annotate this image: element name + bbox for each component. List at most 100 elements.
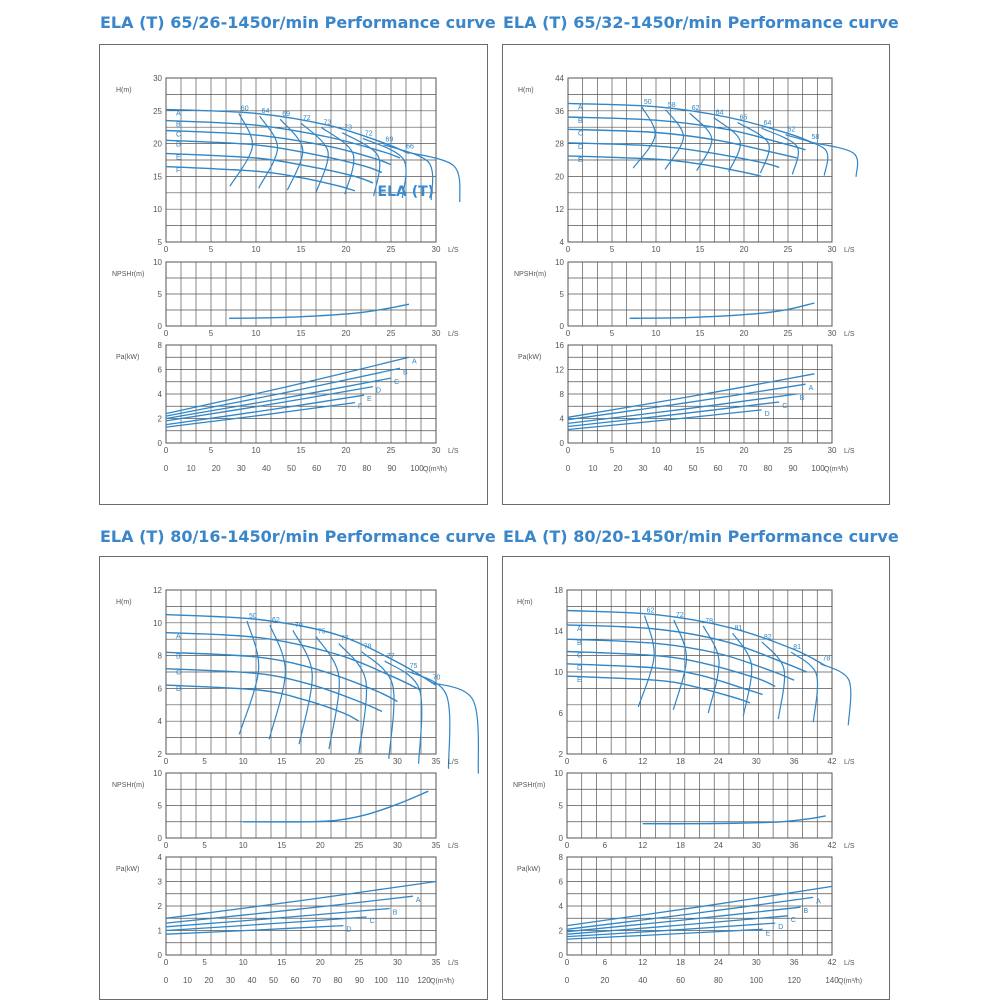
panel-1-pa-q-xtick-label: 90 bbox=[387, 464, 396, 473]
panel-3-pa-ytick-label: 0 bbox=[158, 951, 163, 960]
panel-2-pa-xtick-label: 20 bbox=[740, 446, 749, 455]
panel-4-h-curve-E bbox=[566, 675, 751, 704]
panel-2-pa-xtick-label: 5 bbox=[610, 446, 615, 455]
panel-4-h-ytick-label: 2 bbox=[559, 750, 564, 759]
panel-3-efficiency-curve bbox=[238, 620, 260, 735]
panel-1-h-ytick-label: 15 bbox=[153, 172, 162, 181]
panel-3-h-xtick-label: 20 bbox=[316, 757, 325, 766]
panel-3-efficiency-label: 77 bbox=[387, 653, 395, 660]
panel-1-h-curve-B bbox=[165, 119, 401, 159]
panel-2-pa-xtick-label: 0 bbox=[566, 446, 571, 455]
panel-2-pa-xtick-label: 25 bbox=[784, 446, 793, 455]
panel-1-efficiency-label: 69 bbox=[282, 111, 290, 118]
panel-2-efficiency-curve bbox=[785, 134, 829, 176]
panel-2-npsh-ytick-label: 0 bbox=[560, 322, 565, 331]
panel-3-h-xtick-label: 10 bbox=[239, 757, 248, 766]
panel-1-power-curve-label: C bbox=[394, 379, 399, 386]
panel-3-pa-ytick-label: 3 bbox=[158, 878, 163, 887]
panel-2-pa-q-xtick-label: 0 bbox=[566, 464, 571, 473]
panel-1-h-curve-label: D bbox=[176, 141, 181, 148]
panel-3-h-curve-max bbox=[165, 613, 437, 686]
panel-2-h-xtick-label: 25 bbox=[784, 245, 793, 254]
panel-2-h-xtick-label: 15 bbox=[696, 245, 705, 254]
panel-3-h-ytick-label: 10 bbox=[153, 619, 162, 628]
panel-frame-1 bbox=[99, 44, 488, 505]
panel-3-pa-q-xtick-label: 60 bbox=[291, 976, 300, 985]
panel-3-npsh-ylabel: NPSHr(m) bbox=[112, 782, 144, 789]
panel-4-power-curve-label: D bbox=[778, 924, 783, 931]
panel-3-npsh-ytick-label: 5 bbox=[158, 802, 163, 811]
panel-1-efficiency-curve bbox=[258, 115, 279, 189]
panel-4-pa-xtick-label: 6 bbox=[603, 958, 608, 967]
panel-3-h-xtick-label: 30 bbox=[393, 757, 402, 766]
panel-3-efficiency-label: 77 bbox=[341, 635, 349, 642]
panel-1-pa-xtick-label: 25 bbox=[387, 446, 396, 455]
panel-2-h-curve-D bbox=[567, 142, 780, 169]
panel-3-power-curve-label: A bbox=[416, 897, 421, 904]
panel-2-h-curve-label: E bbox=[578, 157, 583, 164]
panel-2-pa-q-xtick-label: 50 bbox=[689, 464, 698, 473]
panel-4-efficiency-curve bbox=[702, 625, 720, 714]
panel-3-npsh-xtick-label: 20 bbox=[316, 841, 325, 850]
panel-3-pa-xtick-label: 25 bbox=[354, 958, 363, 967]
panel-2-pa-ytick-label: 0 bbox=[560, 439, 565, 448]
panel-1-npsh-xtick-label: 20 bbox=[342, 329, 351, 338]
panel-2-pa-xtick-label: 15 bbox=[696, 446, 705, 455]
panel-1-h-ytick-label: 30 bbox=[153, 74, 162, 83]
panel-4-pa-xtick-label: 36 bbox=[790, 958, 799, 967]
panel-2-npsh-xtick-label: 10 bbox=[652, 329, 661, 338]
panel-1-npsh-ylabel: NPSHr(m) bbox=[112, 271, 144, 278]
panel-1-h-curve-label: B bbox=[176, 122, 181, 129]
panel-4-h-curve-label: A bbox=[577, 626, 582, 633]
panel-4-pa-q-xtick-label: 100 bbox=[750, 976, 764, 985]
panel-3-power-curve-label: D bbox=[346, 927, 351, 934]
panel-3-h-ylabel: H(m) bbox=[116, 599, 132, 606]
panel-3-pa-ytick-label: 4 bbox=[158, 853, 163, 862]
panel-2-h-xunit: L/S bbox=[844, 247, 855, 254]
panel-2-pa-q-xtick-label: 10 bbox=[589, 464, 598, 473]
panel-4-h-curve-B bbox=[566, 638, 795, 681]
panel-2-power-curve-label: D bbox=[765, 411, 770, 418]
panel-3-npsh-xtick-label: 0 bbox=[164, 841, 169, 850]
panel-3-pa-xtick-label: 35 bbox=[432, 958, 441, 967]
panel-1-power-curve-E bbox=[165, 394, 365, 426]
panel-2-efficiency-curve bbox=[713, 117, 742, 173]
panel-2-h-curve-label: D bbox=[578, 144, 583, 151]
panel-4-pa-ylabel: Pa(kW) bbox=[517, 866, 540, 873]
panel-2-h-curve-C bbox=[567, 128, 797, 159]
panel-2-h-xtick-label: 5 bbox=[610, 245, 615, 254]
panel-4-efficiency-label: 78 bbox=[823, 656, 831, 663]
panel-4-pa-xtick-label: 30 bbox=[752, 958, 761, 967]
panel-3-efficiency-curve bbox=[384, 660, 423, 764]
panel-1-h-xtick-label: 5 bbox=[209, 245, 214, 254]
panel-1-efficiency-label: 64 bbox=[262, 108, 270, 115]
panel-4-pa-q-xtick-label: 120 bbox=[787, 976, 801, 985]
panel-2-h-xtick-label: 0 bbox=[566, 245, 571, 254]
panel-4-h-curve-D bbox=[566, 663, 763, 696]
panel-frame-2 bbox=[502, 44, 890, 505]
panel-3-efficiency-label: 70 bbox=[433, 674, 441, 681]
panel-4-h-xtick-label: 42 bbox=[828, 757, 837, 766]
panel-2-pa-q-xtick-label: 80 bbox=[764, 464, 773, 473]
panel-3-h-xtick-label: 5 bbox=[202, 757, 207, 766]
panel-1-npsh-xtick-label: 30 bbox=[432, 329, 441, 338]
panel-1-power-curve-D bbox=[165, 385, 374, 422]
panel-3-h-ytick-label: 4 bbox=[158, 717, 163, 726]
panel-3-pa-q-xtick-label: 10 bbox=[183, 976, 192, 985]
panel-4-h-xtick-label: 24 bbox=[714, 757, 723, 766]
panel-3-pa-ylabel: Pa(kW) bbox=[116, 866, 139, 873]
panel-2-npsh-xtick-label: 15 bbox=[696, 329, 705, 338]
panel-1-power-curve-label: A bbox=[412, 358, 417, 365]
panel-3-power-curve-max bbox=[165, 880, 437, 919]
panel-2-h-xtick-label: 20 bbox=[740, 245, 749, 254]
panel-1-npsh-ytick-label: 5 bbox=[158, 290, 163, 299]
panel-4-power-curve-label: A bbox=[816, 898, 821, 905]
panel-2-pa-xtick-label: 30 bbox=[828, 446, 837, 455]
panel-3-pa-q-xtick-label: 0 bbox=[164, 976, 169, 985]
panel-4-q-xunit: Q(m³/h) bbox=[838, 978, 862, 985]
panel-1-npsh-xtick-label: 15 bbox=[297, 329, 306, 338]
panel-2-pa-q-xtick-label: 30 bbox=[639, 464, 648, 473]
panel-4-pa-q-xtick-label: 60 bbox=[676, 976, 685, 985]
panel-3-power-curve-A bbox=[165, 895, 413, 924]
panel-1-h-ytick-label: 25 bbox=[153, 107, 162, 116]
